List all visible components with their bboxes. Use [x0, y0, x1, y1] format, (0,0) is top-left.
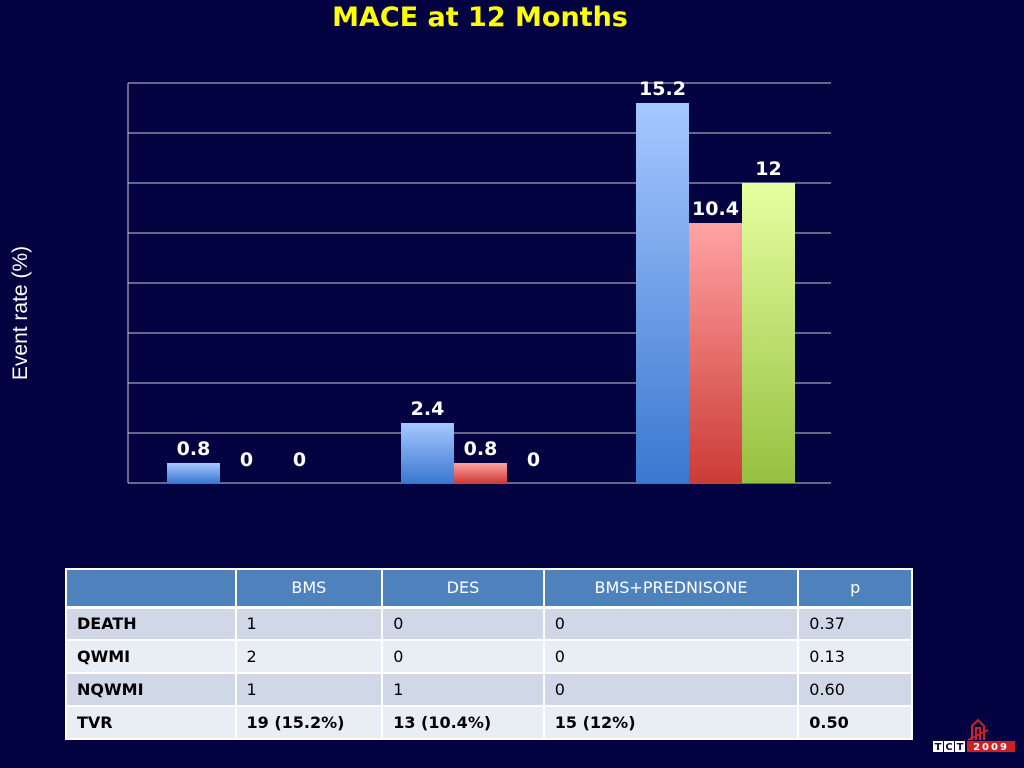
table-cell: 1 [234, 672, 384, 707]
svg-text:2009: 2009 [973, 742, 1009, 753]
data-label-series-2-group-2: 0.8 [464, 438, 498, 460]
table-header-cell: p [797, 568, 913, 609]
chart-title: MACE at 12 Months [332, 2, 628, 33]
data-label-series-2-group-1: 0 [240, 449, 253, 471]
bar-chart: 0.8 2.4 15.2 0 0.8 10.4 0 0 12 [127, 78, 831, 484]
tct-2009-logo: T C T 2009 [933, 718, 1015, 753]
table-cell: QWMI [65, 639, 237, 674]
table-cell: 0.50 [797, 705, 913, 740]
bar-series-1-group-1 [167, 463, 220, 483]
table-cell: 0 [542, 606, 800, 641]
table-cell: 0 [381, 606, 545, 641]
data-label-series-3-group-2: 0 [527, 449, 540, 471]
table-cell: 13 (10.4%) [381, 705, 545, 740]
bar-series-2-group-3 [689, 223, 742, 483]
results-table: BMS DES BMS+PREDNISONE p DEATH 1 0 0 0.3… [65, 568, 913, 740]
data-label-series-1-group-2: 2.4 [411, 398, 445, 420]
table-cell: 1 [381, 672, 545, 707]
table-row: QWMI 2 0 0 0.13 [65, 639, 913, 674]
table-cell: 19 (15.2%) [234, 705, 384, 740]
table-header-cell [65, 568, 237, 609]
bar-series-1-group-3 [636, 103, 689, 483]
table-header-row: BMS DES BMS+PREDNISONE p [65, 568, 913, 609]
table-header-cell: BMS [234, 568, 384, 609]
table-cell: 15 (12%) [542, 705, 800, 740]
table-cell: 0 [542, 639, 800, 674]
table-row: TVR 19 (15.2%) 13 (10.4%) 15 (12%) 0.50 [65, 705, 913, 740]
table-row: DEATH 1 0 0 0.37 [65, 606, 913, 641]
table-row: NQWMI 1 1 0 0.60 [65, 672, 913, 707]
table-cell: 0.37 [797, 606, 913, 641]
bar-series-3-group-3 [742, 183, 795, 483]
data-label-series-1-group-3: 15.2 [639, 78, 686, 100]
table-cell: TVR [65, 705, 237, 740]
data-label-series-1-group-1: 0.8 [177, 438, 211, 460]
table-cell: 0.60 [797, 672, 913, 707]
data-label-series-2-group-3: 10.4 [692, 198, 739, 220]
bar-series-2-group-2 [454, 463, 507, 483]
table-cell: NQWMI [65, 672, 237, 707]
data-label-series-3-group-1: 0 [293, 449, 306, 471]
bars [167, 103, 795, 483]
table-cell: 1 [234, 606, 384, 641]
table-header-cell: DES [381, 568, 545, 609]
data-label-series-3-group-3: 12 [755, 158, 781, 180]
table-header-cell: BMS+PREDNISONE [542, 568, 800, 609]
bar-series-1-group-2 [401, 423, 454, 483]
table-cell: 0.13 [797, 639, 913, 674]
svg-text:T: T [957, 742, 964, 753]
gridlines [127, 82, 831, 484]
table-cell: DEATH [65, 606, 237, 641]
svg-text:C: C [945, 742, 952, 753]
svg-text:T: T [935, 742, 942, 753]
table-cell: 2 [234, 639, 384, 674]
table-cell: 0 [542, 672, 800, 707]
table-cell: 0 [381, 639, 545, 674]
data-labels: 0.8 2.4 15.2 0 0.8 10.4 0 0 12 [177, 78, 782, 471]
